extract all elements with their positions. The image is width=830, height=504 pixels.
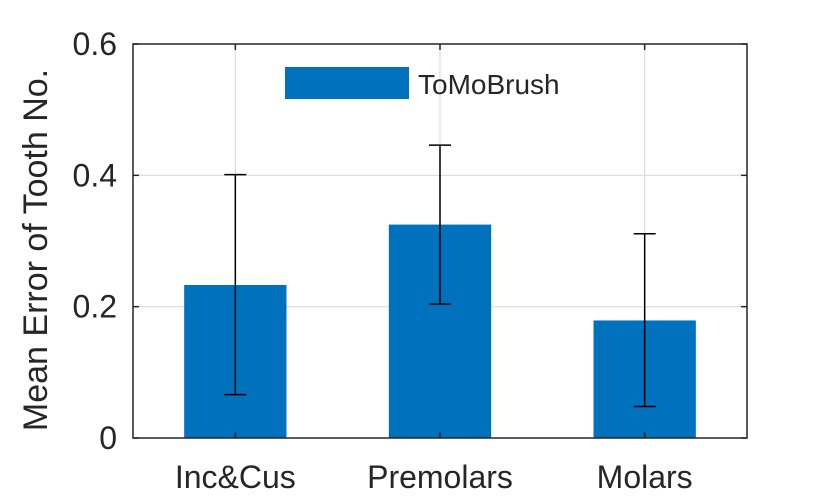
legend: ToMoBrush [285, 67, 560, 100]
y-tick-label: 0 [99, 420, 117, 456]
x-tick-labels: Inc&Cus Premolars Molars [175, 459, 693, 495]
y-tick-label: 0.6 [73, 26, 117, 62]
error-bars [224, 144, 656, 408]
y-tick-label: 0.2 [73, 289, 117, 325]
axis-ticks [133, 43, 747, 439]
legend-label: ToMoBrush [418, 69, 560, 100]
y-tick-label: 0.4 [73, 157, 117, 193]
x-tick-label: Molars [597, 459, 693, 495]
legend-swatch [285, 67, 409, 99]
y-tick-labels: 0 0.2 0.4 0.6 [73, 26, 117, 456]
x-tick-label: Inc&Cus [175, 459, 296, 495]
x-tick-label: Premolars [367, 459, 513, 495]
y-axis-title: Mean Error of Tooth No. [17, 69, 55, 431]
